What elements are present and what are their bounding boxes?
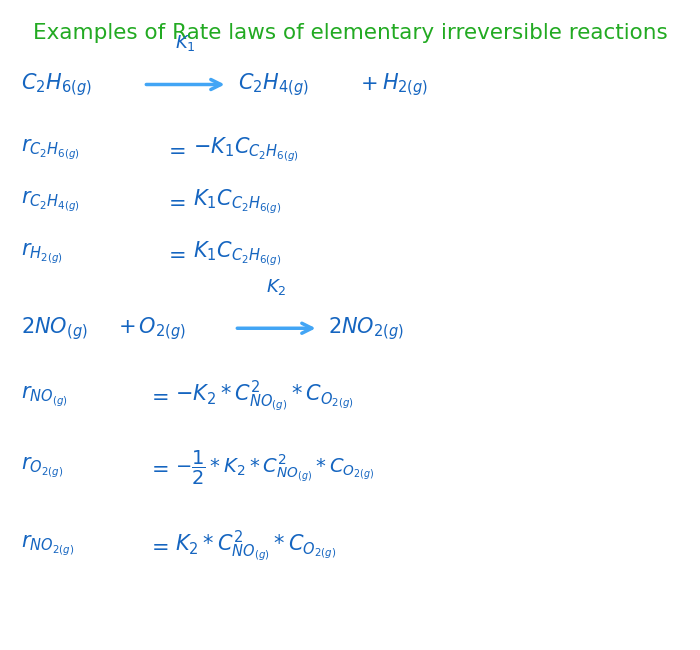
Text: $r_{C_2H_{4(g)}}$: $r_{C_2H_{4(g)}}$ [21, 189, 80, 214]
Text: $- K_1 C_{C_2H_{6(g)}}$: $- K_1 C_{C_2H_{6(g)}}$ [193, 135, 298, 164]
Text: $+ \, O_{2(g)}$: $+ \, O_{2(g)}$ [118, 315, 186, 342]
Text: Examples of Rate laws of elementary irreversible reactions: Examples of Rate laws of elementary irre… [33, 23, 667, 43]
Text: $r_{NO_{(g)}}$: $r_{NO_{(g)}}$ [21, 384, 68, 409]
Text: $K_2$: $K_2$ [266, 277, 287, 297]
Text: $=$: $=$ [164, 192, 186, 211]
Text: $K_1 C_{C_2H_{6(g)}}$: $K_1 C_{C_2H_{6(g)}}$ [193, 187, 281, 216]
Text: $=$: $=$ [147, 387, 169, 406]
Text: $r_{H_{2(g)}}$: $r_{H_{2(g)}}$ [21, 241, 63, 266]
Text: $2NO_{(g)}$: $2NO_{(g)}$ [21, 315, 88, 342]
Text: $K_1$: $K_1$ [175, 33, 196, 53]
Text: $C_2H_{4(g)}$: $C_2H_{4(g)}$ [238, 71, 309, 98]
Text: $r_{C_2H_{6(g)}}$: $r_{C_2H_{6(g)}}$ [21, 137, 80, 162]
Text: $=$: $=$ [147, 536, 169, 556]
Text: $2NO_{2(g)}$: $2NO_{2(g)}$ [328, 315, 404, 342]
Text: $=$: $=$ [164, 140, 186, 159]
Text: $- K_2 * C^2_{NO_{(g)}} * C_{O_{2(g)}}$: $- K_2 * C^2_{NO_{(g)}} * C_{O_{2(g)}}$ [175, 378, 354, 415]
Text: $C_2H_{6(g)}$: $C_2H_{6(g)}$ [21, 71, 92, 98]
Text: $r_{NO_{2(g)}}$: $r_{NO_{2(g)}}$ [21, 534, 74, 558]
Text: $=$: $=$ [164, 244, 186, 263]
Text: $H_{2(g)}$: $H_{2(g)}$ [382, 71, 428, 98]
Text: $=$: $=$ [147, 458, 169, 478]
Text: $r_{O_{2(g)}}$: $r_{O_{2(g)}}$ [21, 456, 63, 480]
Text: $K_2 * C^2_{NO_{(g)}} * C_{O_{2(g)}}$: $K_2 * C^2_{NO_{(g)}} * C_{O_{2(g)}}$ [175, 528, 337, 564]
Text: $-\dfrac{1}{2} * K_2 * C^2_{NO_{(g)}} * C_{O_{2(g)}}$: $-\dfrac{1}{2} * K_2 * C^2_{NO_{(g)}} * … [175, 449, 374, 487]
Text: $+$: $+$ [360, 75, 378, 94]
Text: $K_1 C_{C_2H_{6(g)}}$: $K_1 C_{C_2H_{6(g)}}$ [193, 239, 281, 268]
